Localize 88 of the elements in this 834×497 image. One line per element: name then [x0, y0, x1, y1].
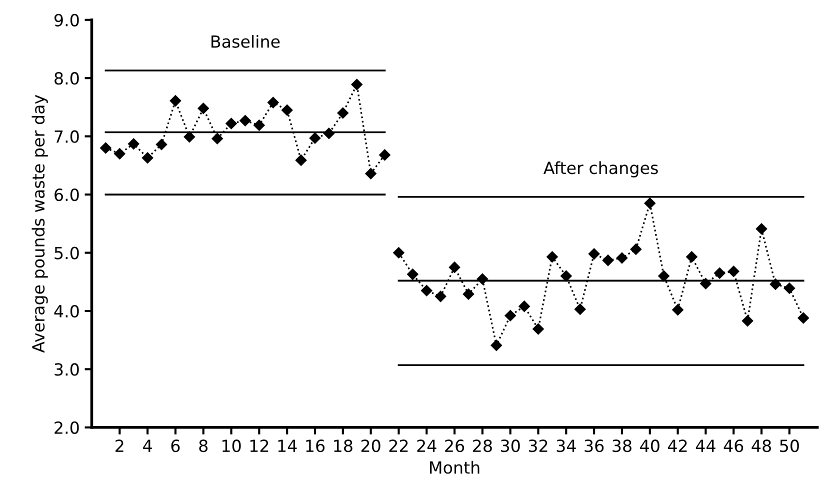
annotation: Baseline	[212, 34, 280, 48]
point	[462, 288, 474, 300]
x-tick-label: 34	[556, 440, 576, 452]
point	[714, 268, 726, 279]
point	[156, 138, 168, 150]
y-tick-label: 5.0	[54, 246, 79, 260]
x-tick-label: 18	[334, 440, 352, 452]
point	[476, 273, 488, 285]
point	[742, 315, 754, 326]
point	[309, 132, 321, 144]
y-tick-label: 7.0	[54, 130, 79, 143]
point	[546, 251, 558, 262]
point	[128, 138, 140, 150]
point	[770, 278, 782, 290]
x-tick-label: 40	[640, 440, 660, 452]
x-tick-label: 12	[250, 440, 268, 452]
point	[295, 154, 307, 166]
point	[407, 268, 418, 280]
point	[784, 282, 796, 294]
point	[114, 148, 126, 160]
point	[728, 266, 740, 277]
x-tick-label: 46	[724, 440, 744, 452]
point	[448, 262, 460, 273]
point	[379, 149, 390, 161]
point	[184, 131, 196, 143]
x-tick-label: 14	[278, 440, 297, 452]
y-axis-title: Average pounds waste per day	[32, 94, 48, 353]
point	[198, 102, 209, 114]
point	[560, 270, 572, 282]
y-tick-label: 8.0	[54, 72, 79, 85]
x-tick-label: 38	[612, 440, 632, 452]
x-tick-label: 44	[696, 440, 716, 452]
point	[393, 247, 404, 258]
point	[100, 142, 112, 154]
y-tick-label: 2.0	[54, 421, 79, 434]
point	[686, 251, 698, 262]
point	[672, 304, 684, 316]
point	[323, 128, 335, 140]
x-tick-label: 2	[116, 440, 124, 452]
point	[434, 290, 446, 302]
point	[616, 252, 628, 264]
point	[212, 133, 223, 144]
y-tick-label: 9.0	[54, 14, 79, 26]
x-axis-title: Month	[430, 460, 480, 474]
point	[658, 270, 670, 282]
point	[240, 114, 251, 126]
x-tick-label: 22	[389, 440, 408, 452]
point	[574, 304, 586, 315]
x-tick-label: 30	[501, 440, 520, 452]
x-tick-label: 42	[668, 440, 687, 452]
point	[421, 284, 432, 296]
point	[518, 300, 530, 312]
point	[490, 340, 502, 351]
point	[588, 248, 600, 260]
x-tick-label: 50	[780, 440, 799, 452]
y-tick-label: 3.0	[54, 363, 79, 376]
y-tick-label: 6.0	[54, 188, 79, 202]
point	[170, 95, 182, 106]
x-tick-label: 20	[361, 440, 380, 452]
point	[504, 310, 516, 322]
x-tick-label: 48	[752, 440, 771, 452]
point	[644, 198, 656, 209]
point	[254, 120, 265, 131]
x-tick-label: 24	[417, 440, 436, 452]
x-tick-label: 32	[528, 440, 548, 452]
point	[798, 312, 809, 324]
point	[142, 152, 154, 164]
point	[532, 323, 544, 335]
x-tick-label: 26	[445, 440, 464, 452]
x-tick-label: 8	[199, 440, 208, 452]
point	[365, 168, 376, 180]
y-tick-label: 4.0	[54, 304, 79, 318]
point	[602, 254, 614, 266]
point	[351, 78, 362, 90]
point	[268, 96, 279, 108]
x-tick-label: 36	[584, 440, 604, 452]
x-tick-label: 28	[473, 440, 492, 452]
point	[337, 107, 349, 119]
x-tick-label: 4	[143, 440, 152, 452]
point	[630, 244, 642, 255]
x-tick-label: 10	[222, 440, 241, 452]
x-tick-label: 16	[306, 440, 325, 452]
point	[700, 278, 712, 290]
point	[756, 223, 768, 234]
point	[226, 118, 237, 130]
x-tick-label: 6	[171, 440, 180, 452]
point	[281, 104, 293, 116]
annotation: After changes	[544, 161, 658, 178]
